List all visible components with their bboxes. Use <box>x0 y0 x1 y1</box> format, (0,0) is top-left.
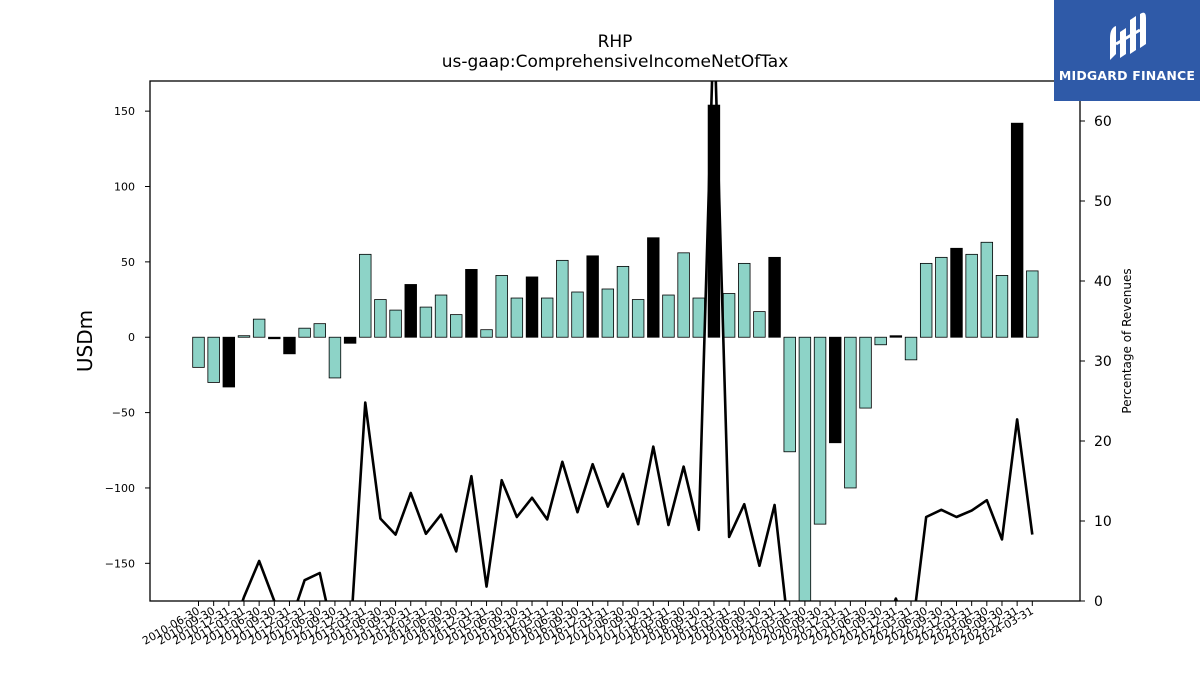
bar <box>616 265 630 338</box>
bar <box>1010 122 1024 338</box>
bar <box>450 314 463 338</box>
bar <box>692 297 705 338</box>
bar <box>556 259 569 338</box>
bar <box>874 336 887 346</box>
bar <box>738 262 751 338</box>
bar <box>374 299 387 338</box>
bar <box>298 327 311 338</box>
bar <box>859 336 872 409</box>
bar <box>328 336 342 379</box>
bar <box>359 253 372 338</box>
chart-title: RHP <box>597 32 633 52</box>
bar <box>586 255 599 338</box>
percentage-line-series <box>241 81 1034 601</box>
bar <box>525 276 539 338</box>
y-tick-label: −100 <box>105 482 135 495</box>
bar <box>465 269 478 338</box>
bar <box>965 253 978 338</box>
bar <box>798 336 812 601</box>
bar <box>480 329 493 338</box>
line-path <box>241 81 1034 601</box>
bar <box>434 294 448 338</box>
y-tick-label: 150 <box>114 105 135 118</box>
y-tick-label: 0 <box>128 331 135 344</box>
bar <box>571 291 584 338</box>
bar <box>1026 270 1039 338</box>
y-tick-label: −50 <box>112 407 135 420</box>
bar <box>404 284 417 338</box>
plot-frame <box>149 80 1081 602</box>
bar <box>207 336 220 383</box>
bar <box>995 275 1009 338</box>
brand-logo: MIDGARD FINANCE <box>1054 0 1200 101</box>
bar <box>950 247 963 338</box>
y2-tick-label: 50 <box>1094 194 1112 210</box>
bar <box>601 288 615 338</box>
y-tick-label: 100 <box>114 181 135 194</box>
bar <box>268 336 281 340</box>
bar <box>495 275 508 338</box>
bar <box>222 336 236 388</box>
bar <box>980 241 994 338</box>
bar <box>631 299 645 338</box>
bar <box>389 309 402 338</box>
y2-tick-label: 20 <box>1094 434 1112 450</box>
bar <box>813 336 827 525</box>
bar <box>783 336 796 453</box>
bar-series <box>192 104 1039 601</box>
bar <box>722 293 736 338</box>
bar <box>829 336 842 444</box>
y-tick-label: 50 <box>121 256 135 269</box>
y-tick-label: −150 <box>105 557 135 570</box>
bar <box>343 336 357 344</box>
bar <box>237 335 251 338</box>
bar <box>662 294 675 338</box>
bar <box>313 323 326 338</box>
x-axis: 2010-06-302010-09-302010-12-312011-03-31… <box>140 601 1036 648</box>
bar <box>510 297 524 338</box>
y2-tick-label: 0 <box>1094 594 1103 610</box>
bar <box>904 336 918 361</box>
bar <box>768 256 781 338</box>
logo-text: MIDGARD FINANCE <box>1058 68 1196 83</box>
bar <box>252 318 266 338</box>
bar <box>844 336 857 489</box>
chart-subtitle: us-gaap:ComprehensiveIncomeNetOfTax <box>441 52 789 72</box>
midgard-logo-icon <box>1110 12 1146 60</box>
y-axis-right: 0 10 20 30 40 50 60 <box>1080 114 1112 610</box>
y-axis-left: −150 −100 −50 0 50 100 150 <box>105 105 150 570</box>
bar <box>919 262 933 338</box>
bar <box>889 335 903 338</box>
bar <box>647 237 660 338</box>
y2-tick-label: 30 <box>1094 354 1112 370</box>
y-axis-label: USDm <box>73 310 97 372</box>
bar <box>283 336 296 355</box>
bar <box>677 252 690 338</box>
bar <box>753 311 766 338</box>
y2-tick-label: 10 <box>1094 514 1112 530</box>
y2-tick-label: 40 <box>1094 274 1112 290</box>
bar <box>935 256 948 338</box>
bar <box>419 306 433 338</box>
y2-axis-label: Percentage of Revenues <box>1120 268 1134 413</box>
bar <box>192 336 205 368</box>
bar <box>540 297 554 338</box>
y2-tick-label: 60 <box>1094 114 1112 130</box>
